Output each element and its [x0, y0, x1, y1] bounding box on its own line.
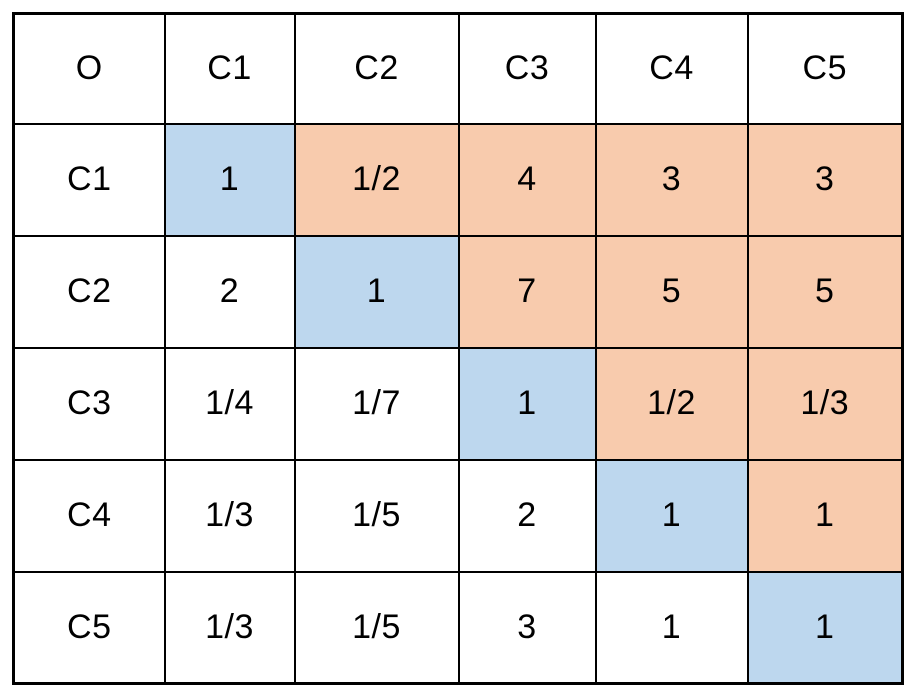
- cell-c1-c5: 3: [746, 122, 904, 237]
- cell-c5-c3: 3: [457, 570, 597, 685]
- column-header-c2: C2: [293, 12, 460, 125]
- cell-c3-c2: 1/7: [293, 346, 460, 461]
- cell-c2-c3: 7: [457, 234, 597, 349]
- cell-c2-c2: 1: [293, 234, 460, 349]
- table-row-c3: C3 1/4 1/7 1 1/2 1/3: [12, 346, 904, 461]
- cell-c1-c4: 3: [594, 122, 749, 237]
- cell-c4-c5: 1: [746, 458, 904, 573]
- cell-c3-c1: 1/4: [163, 346, 296, 461]
- cell-c4-c1: 1/3: [163, 458, 296, 573]
- table-row-c4: C4 1/3 1/5 2 1 1: [12, 458, 904, 573]
- cell-c4-c4: 1: [594, 458, 749, 573]
- row-header-c2: C2: [12, 234, 166, 349]
- row-header-c3: C3: [12, 346, 166, 461]
- cell-c3-c4: 1/2: [594, 346, 749, 461]
- cell-c5-c4: 1: [594, 570, 749, 685]
- cell-c2-c5: 5: [746, 234, 904, 349]
- cell-c4-c2: 1/5: [293, 458, 460, 573]
- comparison-table: O C1 C2 C3 C4 C5 C1 1 1/2 4 3 3 C2 2 1 7: [12, 12, 904, 685]
- cell-c5-c1: 1/3: [163, 570, 296, 685]
- header-row: O C1 C2 C3 C4 C5: [12, 12, 904, 125]
- table-row-c1: C1 1 1/2 4 3 3: [12, 122, 904, 237]
- column-header-c4: C4: [594, 12, 749, 125]
- row-header-c4: C4: [12, 458, 166, 573]
- cell-c3-c5: 1/3: [746, 346, 904, 461]
- row-header-c5: C5: [12, 570, 166, 685]
- cell-c1-c3: 4: [457, 122, 597, 237]
- row-header-c1: C1: [12, 122, 166, 237]
- corner-cell-objective: O: [12, 12, 166, 125]
- cell-c2-c4: 5: [594, 234, 749, 349]
- table-row-c2: C2 2 1 7 5 5: [12, 234, 904, 349]
- column-header-c1: C1: [163, 12, 296, 125]
- column-header-c5: C5: [746, 12, 904, 125]
- cell-c2-c1: 2: [163, 234, 296, 349]
- cell-c5-c5: 1: [746, 570, 904, 685]
- pairwise-comparison-matrix: O C1 C2 C3 C4 C5 C1 1 1/2 4 3 3 C2 2 1 7: [12, 12, 904, 685]
- cell-c4-c3: 2: [457, 458, 597, 573]
- table-row-c5: C5 1/3 1/5 3 1 1: [12, 570, 904, 685]
- cell-c1-c1: 1: [163, 122, 296, 237]
- cell-c3-c3: 1: [457, 346, 597, 461]
- cell-c1-c2: 1/2: [293, 122, 460, 237]
- cell-c5-c2: 1/5: [293, 570, 460, 685]
- column-header-c3: C3: [457, 12, 597, 125]
